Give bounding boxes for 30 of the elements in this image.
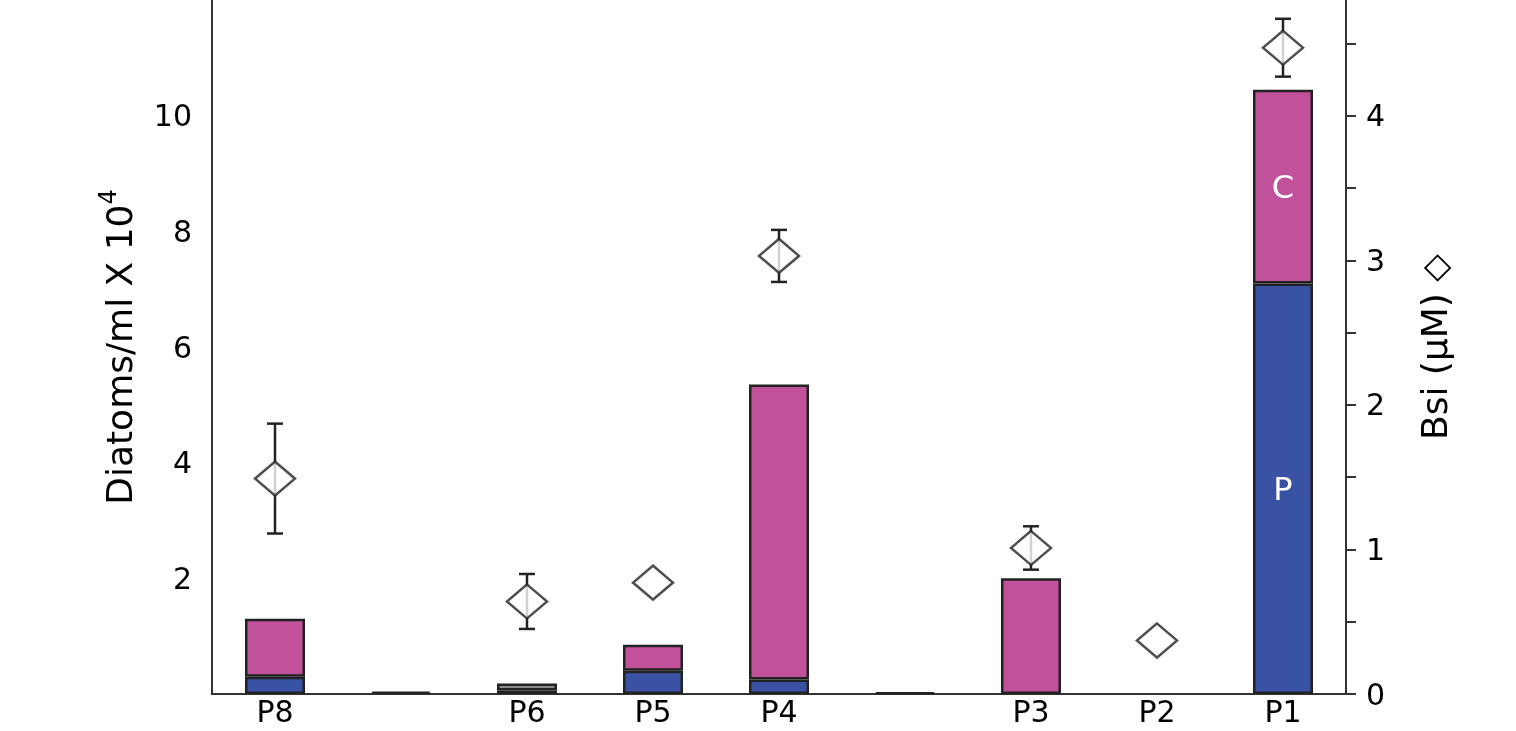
point — [505, 583, 549, 620]
y2-axis-title: Bsi (µM) ◇ — [1413, 253, 1455, 441]
y2-tick-label: 0 — [1366, 676, 1386, 712]
x-tick-label: P4 — [760, 693, 798, 729]
point — [631, 564, 675, 601]
y2-tick-label: 1 — [1366, 531, 1386, 567]
y2-tick-label: 2 — [1366, 387, 1386, 423]
y2-tick-label: 4 — [1366, 98, 1386, 134]
y-tick-label: 2 — [172, 560, 192, 596]
bar — [1001, 578, 1061, 694]
x-tick-label: P5 — [634, 693, 672, 729]
annotation: C — [1271, 167, 1295, 206]
point — [1009, 529, 1053, 567]
point — [757, 237, 801, 275]
bar — [497, 683, 557, 691]
point — [253, 460, 297, 497]
y-tick-label: 6 — [172, 329, 192, 365]
y-tick-label: 8 — [172, 213, 192, 249]
point — [1135, 622, 1179, 659]
y2-tick-label: 3 — [1366, 242, 1386, 278]
x-tick-label: P8 — [256, 693, 294, 729]
annotation: P — [1273, 469, 1293, 508]
x-tick-label: P1 — [1264, 693, 1302, 729]
y-axis-title: Diatoms/ml X 104 — [94, 189, 140, 505]
y-tick-label: 4 — [172, 445, 192, 481]
x-tick-label: P3 — [1012, 693, 1050, 729]
x-tick-label: P6 — [508, 693, 546, 729]
point — [1261, 29, 1305, 66]
x-tick-label: P2 — [1138, 693, 1176, 729]
y-tick-label: 10 — [153, 98, 192, 134]
